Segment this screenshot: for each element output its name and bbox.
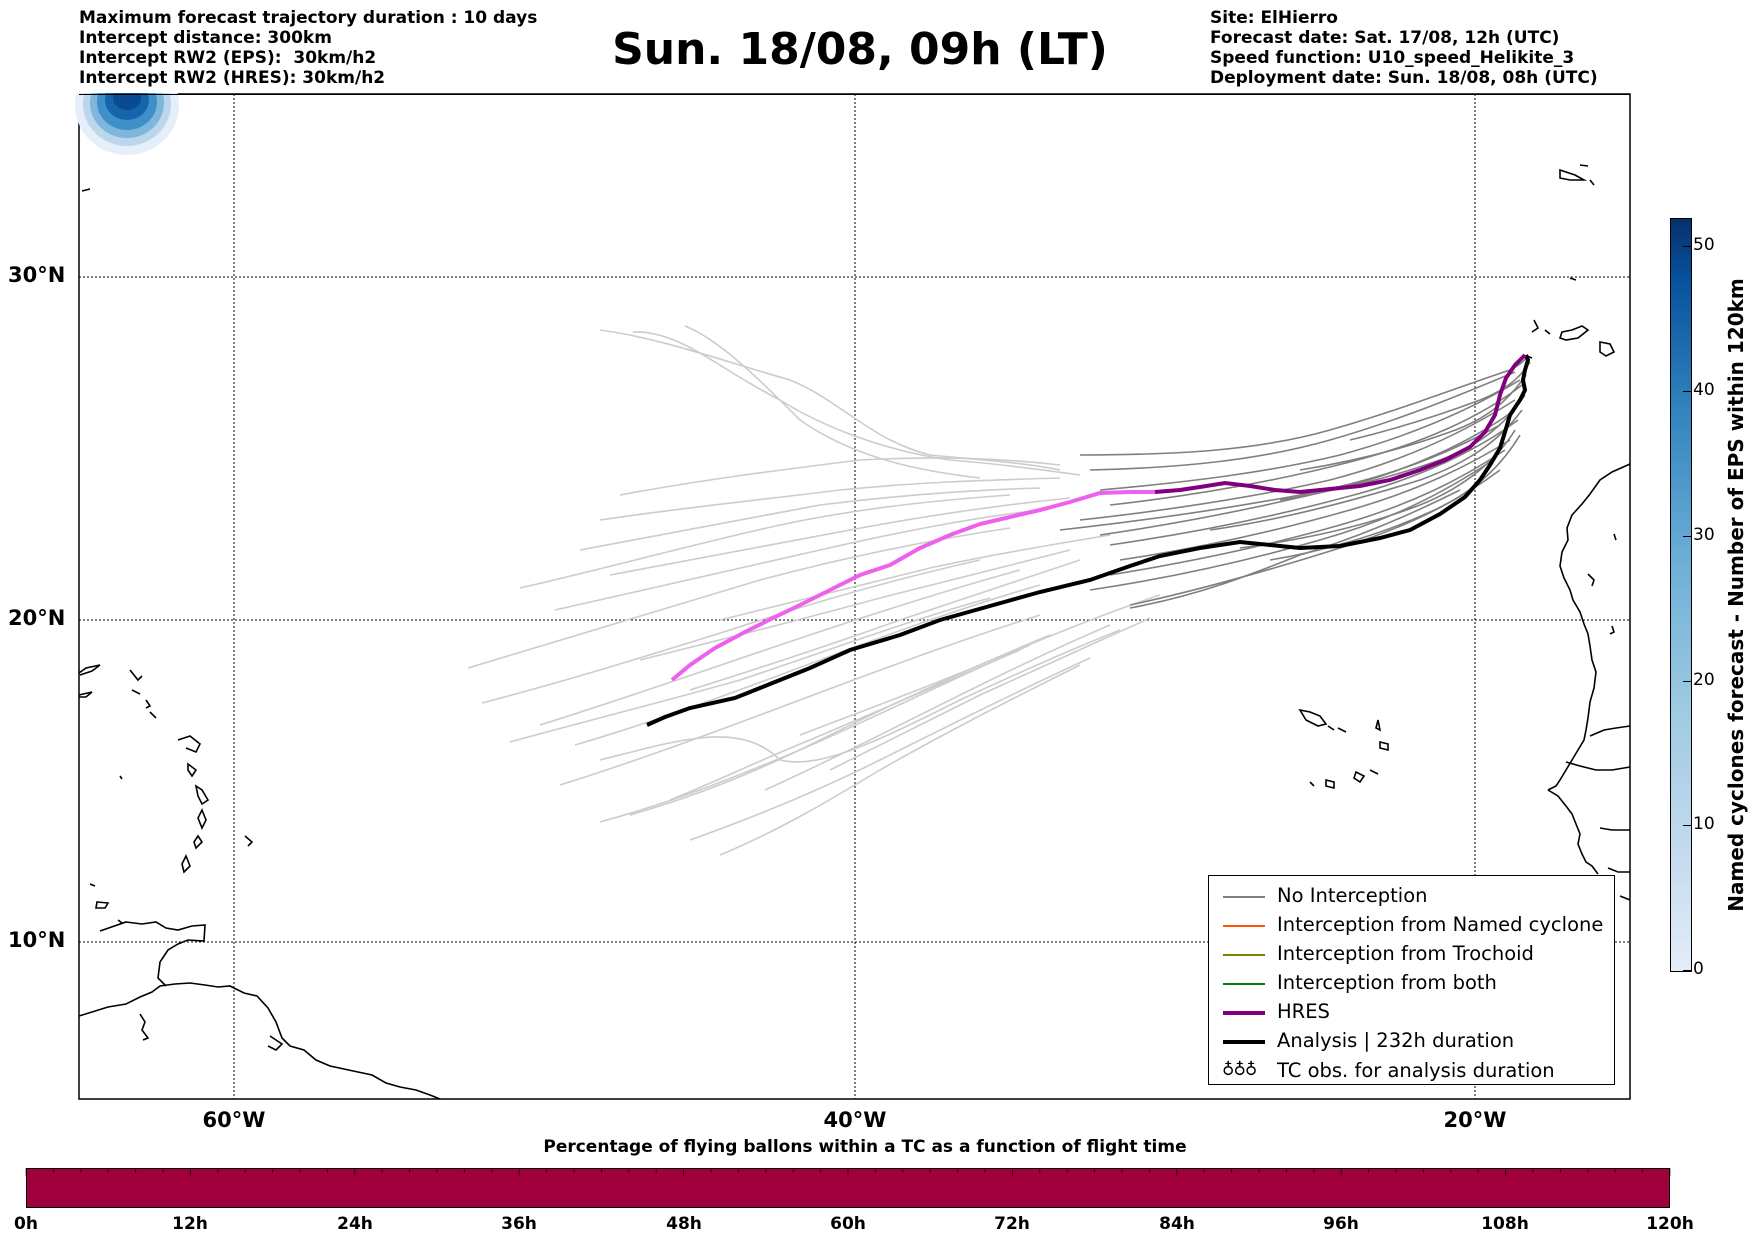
colorbar-tickmark <box>1683 825 1691 826</box>
header-left-line-1: Maximum forecast trajectory duration : 1… <box>79 8 538 28</box>
lat-label-20n: 20°N <box>8 606 66 630</box>
colorbar-tickmark <box>1683 681 1691 682</box>
analysis-track <box>646 354 1531 727</box>
eps-trajectories-dark <box>1059 355 1531 609</box>
header-left: Maximum forecast trajectory duration : 1… <box>79 8 537 88</box>
bottom-bar-label: 0h <box>14 1214 38 1234</box>
header-right-line-1: Site: ElHierro <box>1210 8 1338 28</box>
colorbar-label: Named cyclones forecast - Number of EPS … <box>1724 278 1748 912</box>
bottom-bar-label: 24h <box>337 1214 373 1234</box>
bottom-bar-label: 48h <box>666 1214 702 1234</box>
header-right-line-4: Deployment date: Sun. 18/08, 08h (UTC) <box>1210 68 1598 88</box>
colorbar-tick-20: 20 <box>1693 670 1715 690</box>
header-left-line-2: Intercept distance: 300km <box>79 28 332 48</box>
header-left-line-3: Intercept RW2 (EPS): 30km/h2 <box>79 48 377 68</box>
bottom-bar-label: 96h <box>1323 1214 1359 1234</box>
colorbar-tick-0: 0 <box>1693 959 1704 979</box>
colorbar-tickmark <box>1683 246 1691 247</box>
coastlines <box>78 164 1631 1100</box>
colorbar-tickmark <box>1683 970 1691 971</box>
colorbar-tick-30: 30 <box>1693 525 1715 545</box>
hres-track-early <box>670 490 1155 682</box>
page-title: Sun. 18/08, 09h (LT) <box>612 24 1108 75</box>
lon-label-40w: 40°W <box>823 1108 887 1132</box>
colorbar-tickmark <box>1683 391 1691 392</box>
header-left-line-4: Intercept RW2 (HRES): 30km/h2 <box>79 68 386 88</box>
header-right-line-2: Forecast date: Sat. 17/08, 12h (UTC) <box>1210 28 1560 48</box>
lat-label-10n: 10°N <box>8 928 66 952</box>
bottom-bar-title: Percentage of flying ballons within a TC… <box>543 1137 1187 1157</box>
colorbar <box>1670 218 1692 972</box>
tc-symbol-icon: ♁♁♁ <box>1222 1060 1257 1080</box>
lat-label-30n: 30°N <box>8 263 66 287</box>
bottom-bar-label: 72h <box>994 1214 1030 1234</box>
eps-trajectories-light <box>467 325 1161 856</box>
lon-label-20w: 20°W <box>1443 1108 1507 1132</box>
colorbar-tick-40: 40 <box>1693 380 1715 400</box>
bottom-bar-label: 108h <box>1481 1214 1529 1234</box>
colorbar-tick-10: 10 <box>1693 814 1715 834</box>
bottom-bar-label: 120h <box>1646 1214 1694 1234</box>
lon-label-60w: 60°W <box>202 1108 266 1132</box>
bottom-bar-label: 60h <box>830 1214 866 1234</box>
colorbar-tickmark <box>1683 536 1691 537</box>
bottom-bar-label: 84h <box>1159 1214 1195 1234</box>
colorbar-tick-50: 50 <box>1693 235 1715 255</box>
header-right: Site: ElHierro Forecast date: Sat. 17/08… <box>1210 8 1598 88</box>
bottom-bar-label: 12h <box>172 1214 208 1234</box>
flight-time-bar <box>26 1168 1670 1208</box>
hres-track <box>1154 353 1527 495</box>
bottom-bar-label: 36h <box>501 1214 537 1234</box>
legend: No Interception Interception from Named … <box>1208 875 1615 1085</box>
header-right-line-3: Speed function: U10_speed_Helikite_3 <box>1210 48 1575 68</box>
